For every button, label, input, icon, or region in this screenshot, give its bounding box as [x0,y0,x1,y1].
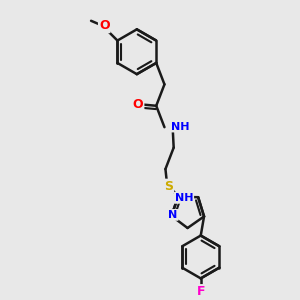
Text: O: O [99,19,110,32]
Text: N: N [169,210,178,220]
Text: NH: NH [175,193,193,203]
Text: NH: NH [171,122,190,131]
Text: S: S [164,180,173,193]
Text: F: F [196,285,205,298]
Text: O: O [133,98,143,111]
